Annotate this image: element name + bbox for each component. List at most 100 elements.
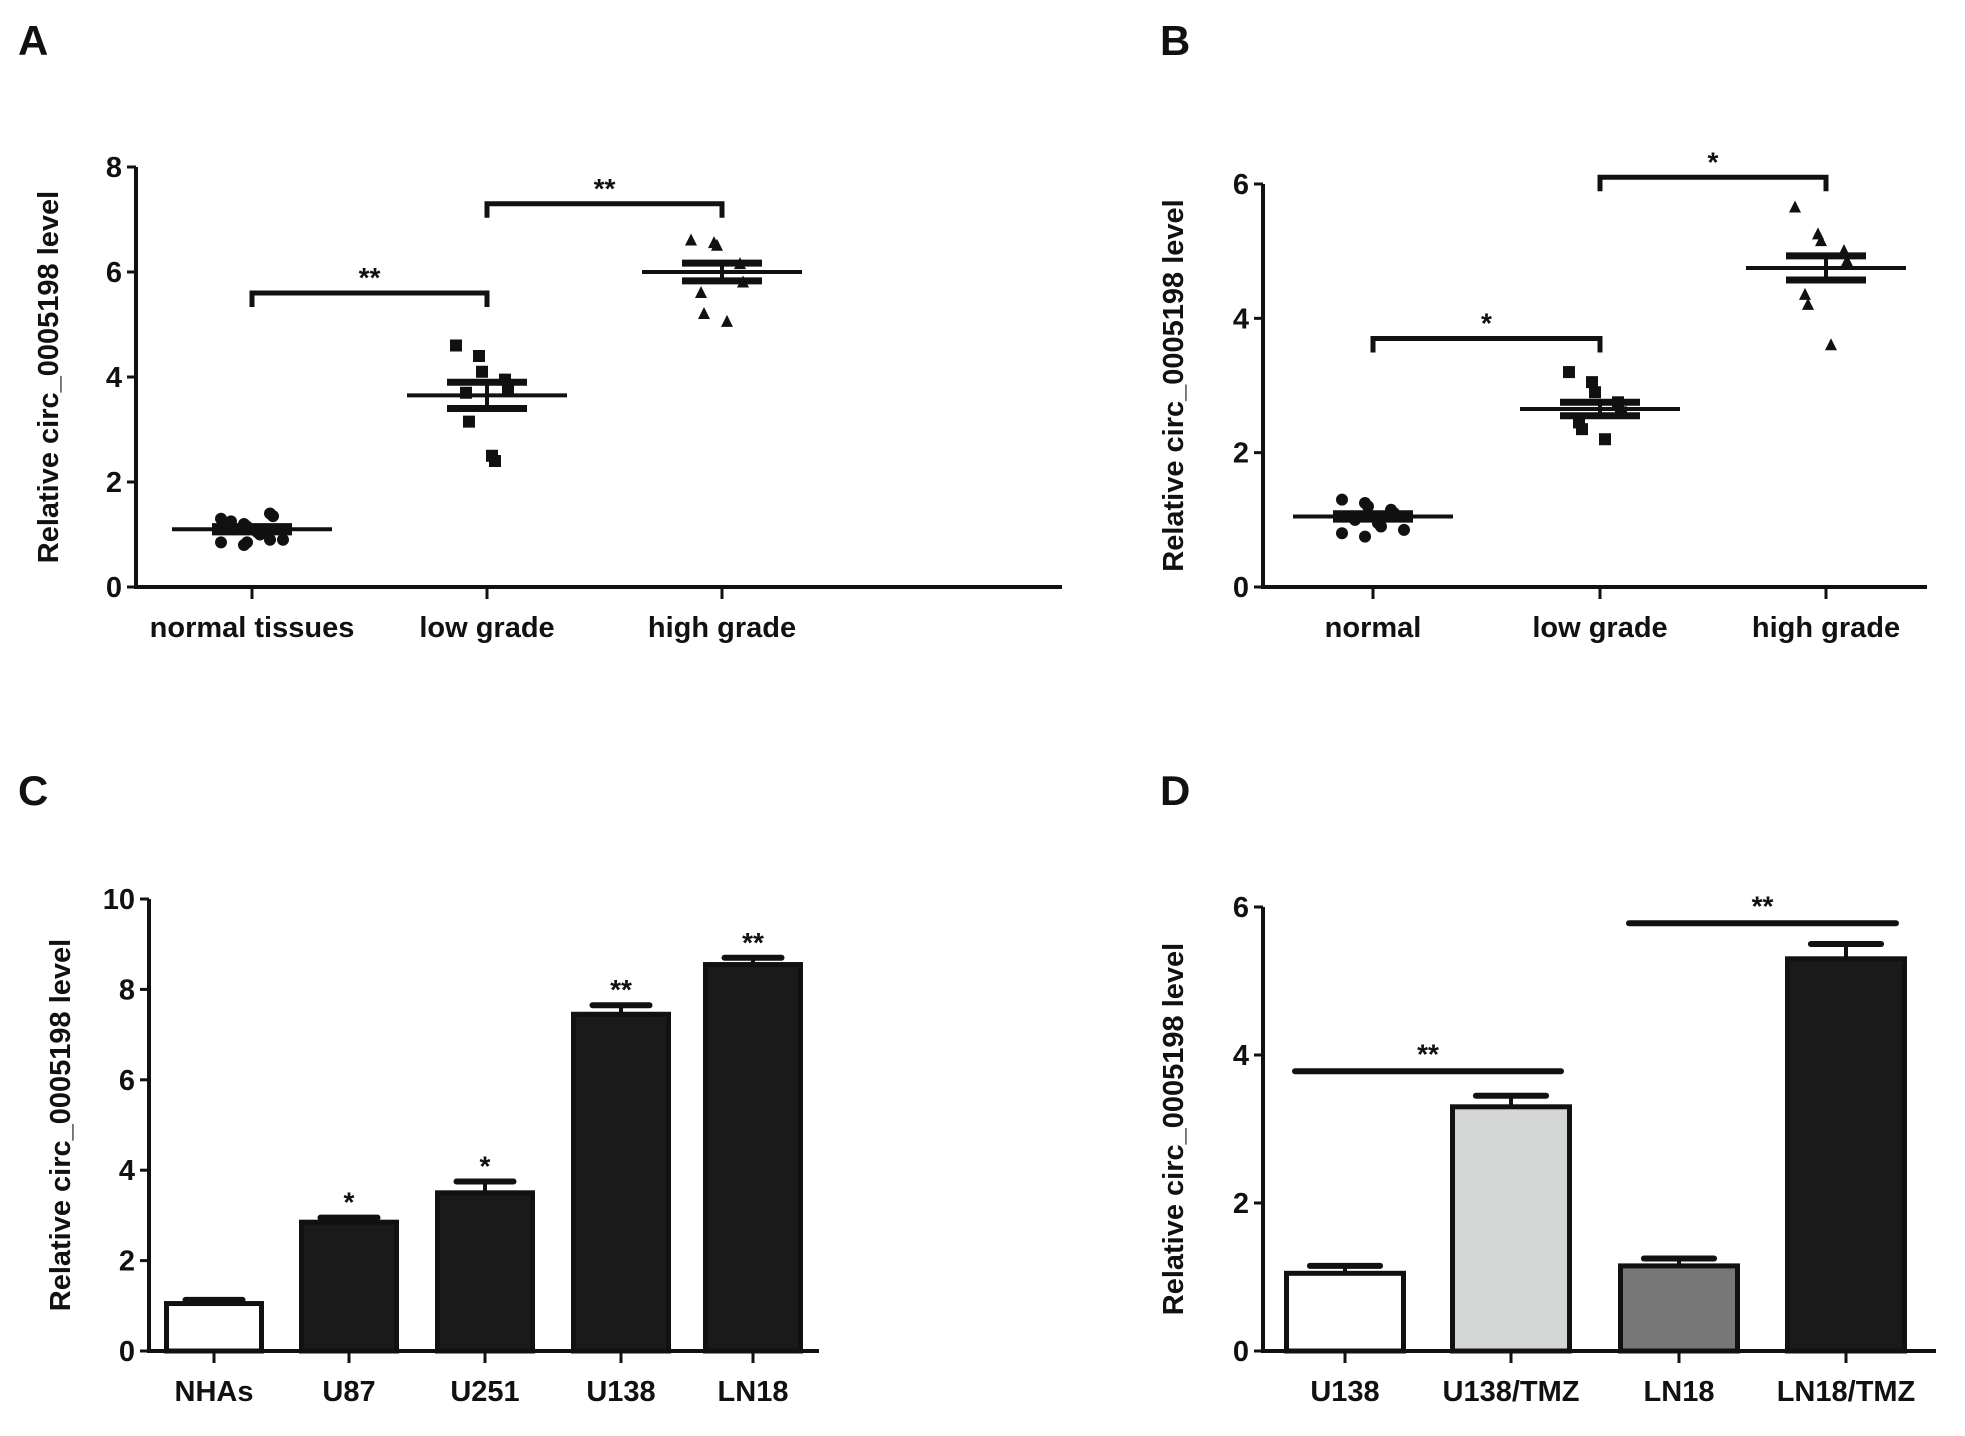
data-point <box>1576 423 1588 436</box>
bar <box>299 1219 399 1354</box>
y-axis-label: Relative circ_0005198 level <box>45 939 77 1311</box>
x-tick-label: normal <box>1325 612 1422 644</box>
bar <box>435 1190 535 1354</box>
y-tick-label: 6 <box>106 257 122 289</box>
data-point <box>215 512 227 525</box>
data-point <box>264 533 276 546</box>
data-point <box>1359 530 1371 543</box>
y-tick-label: 0 <box>119 1336 135 1368</box>
data-point <box>1825 338 1837 351</box>
y-tick-label: 6 <box>1233 169 1249 201</box>
data-point <box>1841 254 1853 267</box>
significance-label: ** <box>359 262 381 293</box>
data-point <box>1586 376 1598 389</box>
x-tick-label: high grade <box>648 612 796 644</box>
panel-c: C 0 2 4 6 8 10 Relative circ_0005198 level NHAs U… <box>18 767 819 1408</box>
significance-label: ** <box>1417 1038 1439 1069</box>
bar <box>1284 1270 1406 1354</box>
y-tick-label: 8 <box>106 152 122 184</box>
x-tick-label: NHAs <box>175 1376 254 1408</box>
significance-bracket <box>249 290 490 307</box>
significance-bracket <box>484 201 725 218</box>
bar <box>571 1011 671 1354</box>
y-tick-label: 0 <box>1233 1336 1249 1368</box>
data-point <box>1362 500 1374 513</box>
data-point <box>463 415 475 428</box>
significance-bracket <box>1597 174 1829 192</box>
data-point <box>695 286 707 298</box>
x-tick-label: LN18 <box>1644 1376 1715 1408</box>
panel-b: B 0 2 4 6 Relative circ_0005198 level normal lo… <box>1158 17 1927 644</box>
data-point <box>1375 520 1387 533</box>
bar <box>1450 1104 1572 1354</box>
y-tick-label: 2 <box>1233 438 1249 470</box>
panel-label: A <box>18 17 48 64</box>
y-axis-label: Relative circ_0005198 level <box>33 191 65 563</box>
y-tick-label: 2 <box>119 1246 135 1278</box>
data-point <box>450 339 462 352</box>
data-point <box>1599 433 1611 446</box>
y-tick-label: 4 <box>1233 303 1249 335</box>
data-point <box>1398 523 1410 536</box>
y-tick-label: 4 <box>1233 1040 1249 1072</box>
x-tick-label: U138 <box>1310 1376 1379 1408</box>
data-point <box>1802 297 1814 310</box>
data-point <box>685 233 697 246</box>
y-tick-label: 0 <box>1233 572 1249 604</box>
bar <box>1785 956 1907 1354</box>
y-axis-label: Relative circ_0005198 level <box>1158 199 1190 571</box>
y-axis-label: Relative circ_0005198 level <box>1158 943 1190 1315</box>
bar <box>1618 1263 1740 1354</box>
data-point <box>489 455 501 467</box>
y-tick-label: 4 <box>119 1155 135 1187</box>
data-point <box>215 536 227 549</box>
data-point <box>1336 527 1348 540</box>
x-tick-label: high grade <box>1752 612 1900 644</box>
y-tick-label: 6 <box>119 1065 135 1097</box>
panel-label: D <box>1160 767 1190 814</box>
y-tick-label: 10 <box>103 884 135 916</box>
panel-label: B <box>1160 17 1190 64</box>
data-point <box>698 307 710 319</box>
data-point <box>1589 386 1601 399</box>
data-point <box>711 238 723 251</box>
panel-a: A 0 2 4 6 8 Relative circ_0005198 level normal … <box>18 17 1062 644</box>
significance-label: ** <box>594 173 616 204</box>
y-tick-label: 4 <box>106 362 122 394</box>
y-tick-label: 2 <box>106 467 122 499</box>
x-tick-label: U138/TMZ <box>1443 1376 1580 1408</box>
data-point <box>1799 287 1811 300</box>
data-point <box>277 533 289 546</box>
x-tick-label: LN18 <box>718 1376 789 1408</box>
data-point <box>1815 234 1827 247</box>
bar <box>164 1301 264 1354</box>
data-point <box>267 510 279 523</box>
data-point <box>1789 200 1801 213</box>
data-point <box>241 536 253 549</box>
significance-label: * <box>344 1187 355 1218</box>
data-point <box>476 365 488 378</box>
bar <box>703 962 803 1354</box>
x-tick-label: normal tissues <box>150 612 355 644</box>
significance-label: ** <box>1752 890 1774 921</box>
x-tick-label: U138 <box>586 1376 655 1408</box>
x-tick-label: U87 <box>322 1376 375 1408</box>
x-tick-label: U251 <box>450 1376 519 1408</box>
significance-label: ** <box>742 927 764 958</box>
significance-label: * <box>1708 146 1719 177</box>
y-tick-label: 2 <box>1233 1188 1249 1220</box>
significance-label: * <box>480 1151 491 1182</box>
data-point <box>1563 366 1575 379</box>
data-point <box>1336 493 1348 506</box>
y-tick-label: 0 <box>106 572 122 604</box>
data-point <box>473 350 485 362</box>
x-tick-label: low grade <box>1532 612 1667 644</box>
significance-label: * <box>1481 307 1492 338</box>
y-tick-label: 8 <box>119 974 135 1006</box>
significance-label: ** <box>610 974 632 1005</box>
panel-label: C <box>18 767 48 814</box>
y-tick-label: 6 <box>1233 892 1249 924</box>
panel-d: D 0 2 4 6 Relative circ_0005198 level U138 U138… <box>1158 767 1936 1408</box>
significance-bracket <box>1370 335 1603 353</box>
